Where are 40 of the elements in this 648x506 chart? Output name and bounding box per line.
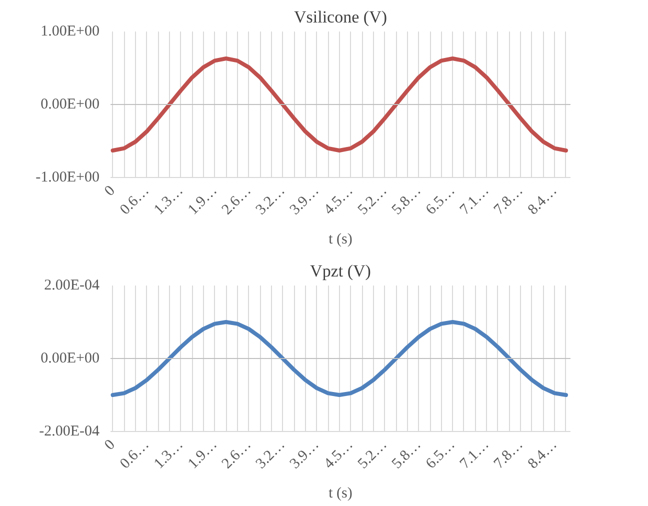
x-tick-label: 7.8… [491, 436, 526, 472]
x-tick-label: 2.6… [219, 436, 254, 472]
x-tick-label: 1.3… [151, 182, 186, 218]
x-tick-label: 8.4… [525, 436, 560, 472]
x-axis-title: t (s) [328, 232, 352, 248]
chart-title: Vsilicone (V) [294, 8, 388, 26]
x-tick-label: 8.4… [525, 182, 560, 218]
x-tick-label: 6.5… [423, 182, 458, 218]
x-tick-label: 0 [102, 436, 118, 454]
x-tick-label: 5.2… [355, 182, 390, 218]
x-tick-label: 7.1… [457, 182, 492, 218]
x-tick-label: 1.9… [185, 182, 220, 218]
x-tick-label: 2.6… [219, 182, 254, 218]
x-tick-label: 5.8… [389, 182, 424, 218]
line-series [110, 320, 568, 397]
y-tick-label: 1.00E+00 [40, 24, 100, 40]
x-tick-label: 5.8… [389, 436, 424, 472]
x-tick-label: 6.5… [423, 436, 458, 472]
x-tick-label: 7.1… [457, 436, 492, 472]
x-tick-label: 0.6… [117, 182, 152, 218]
x-tick-label: 0.6… [117, 436, 152, 472]
y-tick-label: -2.00E-04 [39, 424, 100, 440]
x-tick-label: 3.2… [253, 182, 288, 218]
x-tick-label: 4.5… [321, 436, 356, 472]
chart-title: Vpzt (V) [310, 262, 371, 280]
x-tick-label: 4.5… [321, 182, 356, 218]
x-tick-label: 3.9… [287, 182, 322, 218]
y-tick-label: 0.00E+00 [40, 350, 100, 366]
x-tick-label: 1.9… [185, 436, 220, 472]
x-axis-title: t (s) [328, 486, 352, 502]
x-tick-label: 0 [102, 182, 118, 200]
x-tick-label: 5.2… [355, 436, 390, 472]
y-tick-label: -1.00E+00 [36, 170, 100, 186]
y-tick-label: 0.00E+00 [40, 96, 100, 112]
x-tick-label: 1.3… [151, 436, 186, 472]
x-tick-label: 3.2… [253, 436, 288, 472]
x-tick-label: 3.9… [287, 436, 322, 472]
x-tick-label: 7.8… [491, 182, 526, 218]
line-series [110, 56, 568, 152]
y-tick-label: 2.00E-04 [44, 278, 100, 294]
